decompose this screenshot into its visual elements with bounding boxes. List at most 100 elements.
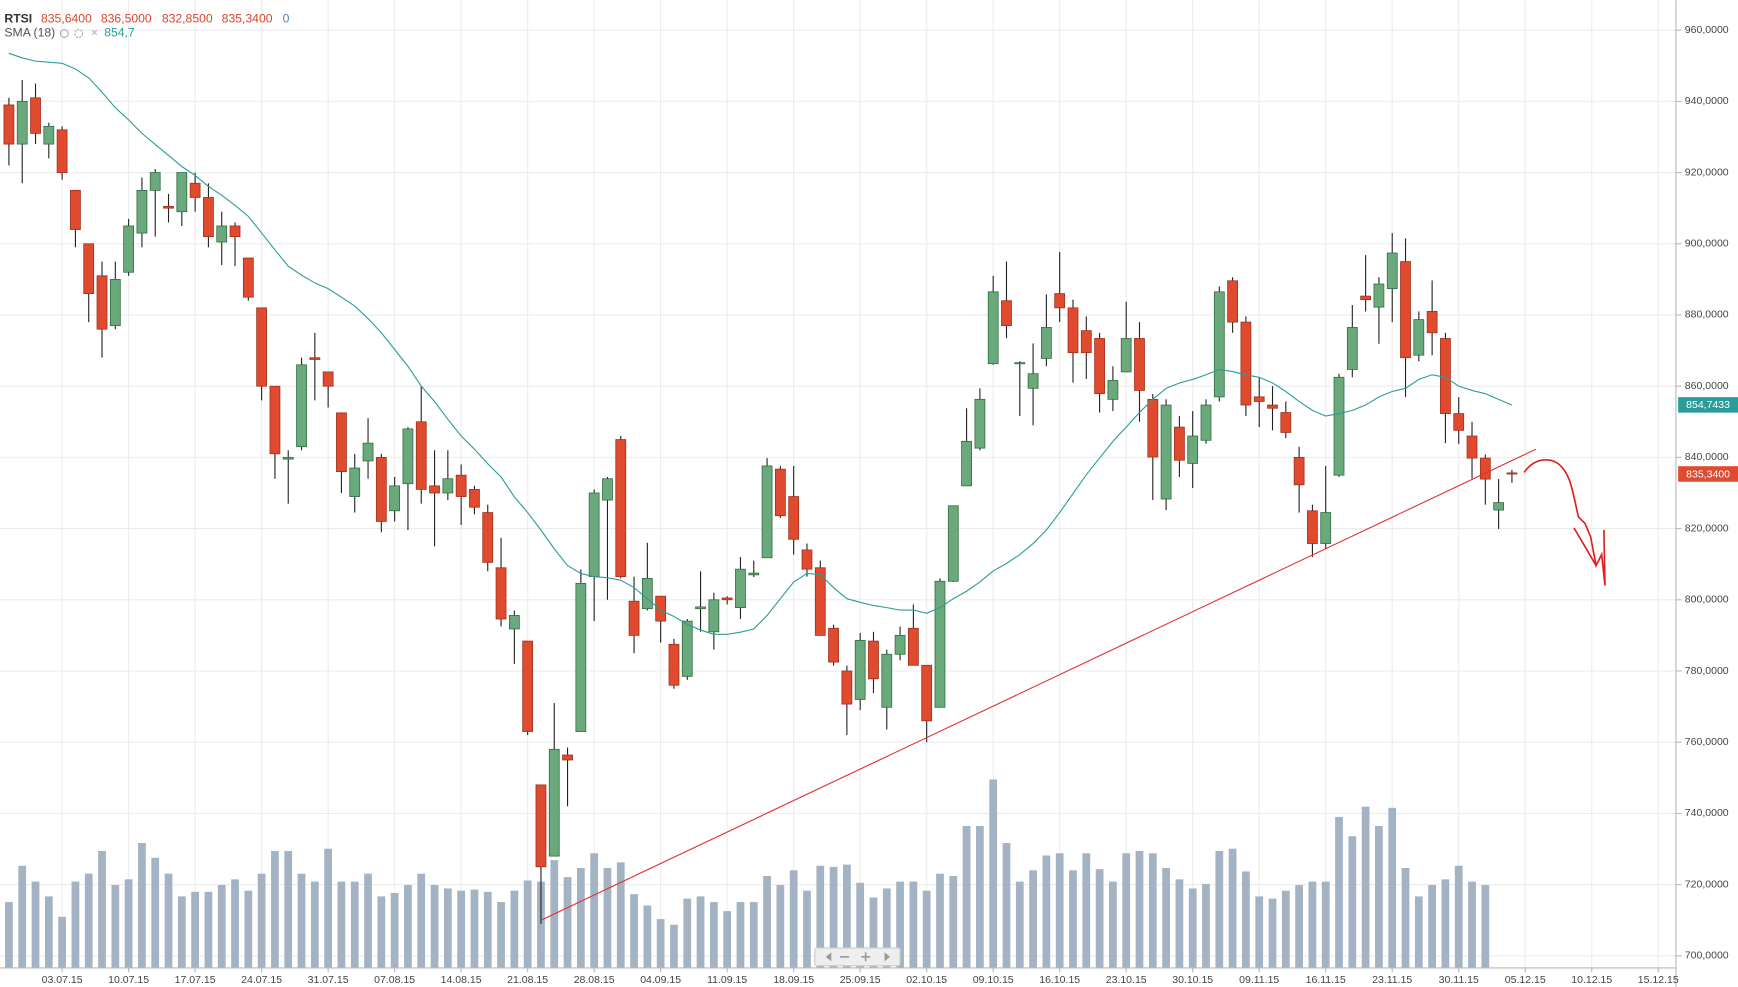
candle-body [1213, 291, 1225, 398]
y-tick-label: 920,0000 [1685, 166, 1729, 178]
candle-body [229, 225, 241, 238]
volume-bar [151, 857, 160, 968]
x-tick-label: 14.08.15 [441, 974, 482, 986]
volume-bar [31, 881, 40, 968]
volume-bar [271, 850, 279, 968]
volume-bar [1135, 850, 1144, 968]
y-tick-label: 880,0000 [1685, 309, 1729, 321]
volume-bar [1481, 885, 1490, 968]
volume-bar [1441, 879, 1450, 968]
volume-bar [1148, 853, 1157, 968]
candle-body [562, 754, 573, 761]
candle-body [934, 580, 946, 708]
candle-body [163, 205, 174, 209]
volume-bar [630, 894, 638, 968]
volume-bar [1069, 870, 1077, 968]
candle-body [1280, 412, 1292, 433]
y-tick-label: 780,0000 [1685, 665, 1729, 677]
volume-bar [989, 779, 998, 968]
candle-body [1413, 319, 1425, 356]
volume-bar [177, 896, 186, 968]
x-tick-label: 09.10.15 [973, 974, 1014, 986]
volume-bar [683, 898, 692, 968]
candle-body [761, 465, 773, 559]
eye-icon[interactable] [59, 29, 69, 38]
candle-body [881, 653, 893, 708]
volume-bar [1268, 898, 1277, 968]
volume-bar [1242, 871, 1250, 968]
x-tick-label: 16.10.15 [1039, 974, 1080, 986]
zoom-in[interactable] [861, 952, 871, 962]
candle-body [109, 278, 121, 327]
settings-icon[interactable] [74, 29, 84, 38]
candle-body [947, 505, 959, 582]
candle-body [1200, 404, 1212, 441]
scroll-right[interactable] [884, 952, 891, 962]
ohlc-close: 835,3400 [222, 11, 273, 25]
candle-body [548, 748, 560, 857]
candle-body [242, 257, 254, 298]
volume-bar [962, 826, 971, 968]
volume-bar [896, 881, 904, 968]
sma-line [8, 52, 1513, 635]
volume-bar [457, 890, 466, 968]
overlay-layer [8, 52, 1537, 921]
volume-bar [789, 870, 798, 968]
volume-bar [576, 868, 585, 968]
volume-bar [763, 875, 771, 968]
x-tick-label: 23.10.15 [1106, 974, 1147, 986]
volume-bar [603, 868, 612, 968]
scroll-left[interactable] [825, 952, 832, 962]
volume-bar [1042, 855, 1051, 968]
y-tick-label: 720,0000 [1685, 878, 1729, 890]
candle-body [282, 456, 294, 460]
candle-body [1479, 457, 1491, 480]
candle-body [203, 197, 214, 238]
candle-body [695, 606, 706, 610]
candle-body [668, 643, 680, 686]
x-tick-label: 18.09.15 [773, 974, 814, 986]
y-tick-label: 960,0000 [1685, 24, 1729, 36]
candle-body [1293, 456, 1305, 486]
volume-bar [869, 897, 878, 968]
volume-bar [1215, 850, 1224, 968]
candle-layer [3, 80, 1518, 924]
x-tick-label: 28.08.15 [574, 974, 615, 986]
axes-layer: 700,0000 720,0000 740,0000 760,0000 780,0000… [42, 24, 1738, 986]
y-tick-label: 940,0000 [1685, 95, 1729, 107]
candle-body [535, 784, 547, 868]
candle-body [1267, 404, 1278, 409]
candle-body [1120, 338, 1132, 373]
candle-body [588, 492, 600, 578]
candle-body [269, 385, 281, 455]
candle-body [708, 599, 720, 633]
volume-layer [5, 779, 1490, 968]
x-tick-label: 11.09.15 [707, 974, 747, 986]
candle-body [1253, 396, 1265, 402]
candle-body [136, 189, 148, 234]
candle-body [3, 104, 15, 145]
volume-bar [590, 853, 599, 968]
volume-bar [1428, 885, 1437, 968]
volume-bar [922, 890, 931, 968]
x-tick-label: 30.11.15 [1439, 974, 1479, 986]
volume-bar [523, 880, 532, 968]
header-volume: 0 [283, 11, 290, 25]
volume-bar [736, 902, 745, 968]
candle-body [1320, 512, 1332, 544]
volume-bar [191, 891, 200, 968]
volume-bar [1015, 881, 1024, 968]
candle-body [1440, 338, 1451, 414]
candle-body [1400, 261, 1411, 359]
volume-bar [1255, 896, 1264, 968]
candle-body [508, 615, 520, 630]
volume-bar [723, 911, 732, 968]
ohlc-low: 832,8500 [162, 11, 213, 25]
x-tick-label: 07.08.15 [374, 974, 415, 986]
volume-bar [1281, 890, 1290, 968]
candle-body [1187, 435, 1199, 464]
candle-body [429, 485, 440, 494]
candle-body [868, 640, 879, 680]
close-icon[interactable]: × [91, 26, 98, 40]
